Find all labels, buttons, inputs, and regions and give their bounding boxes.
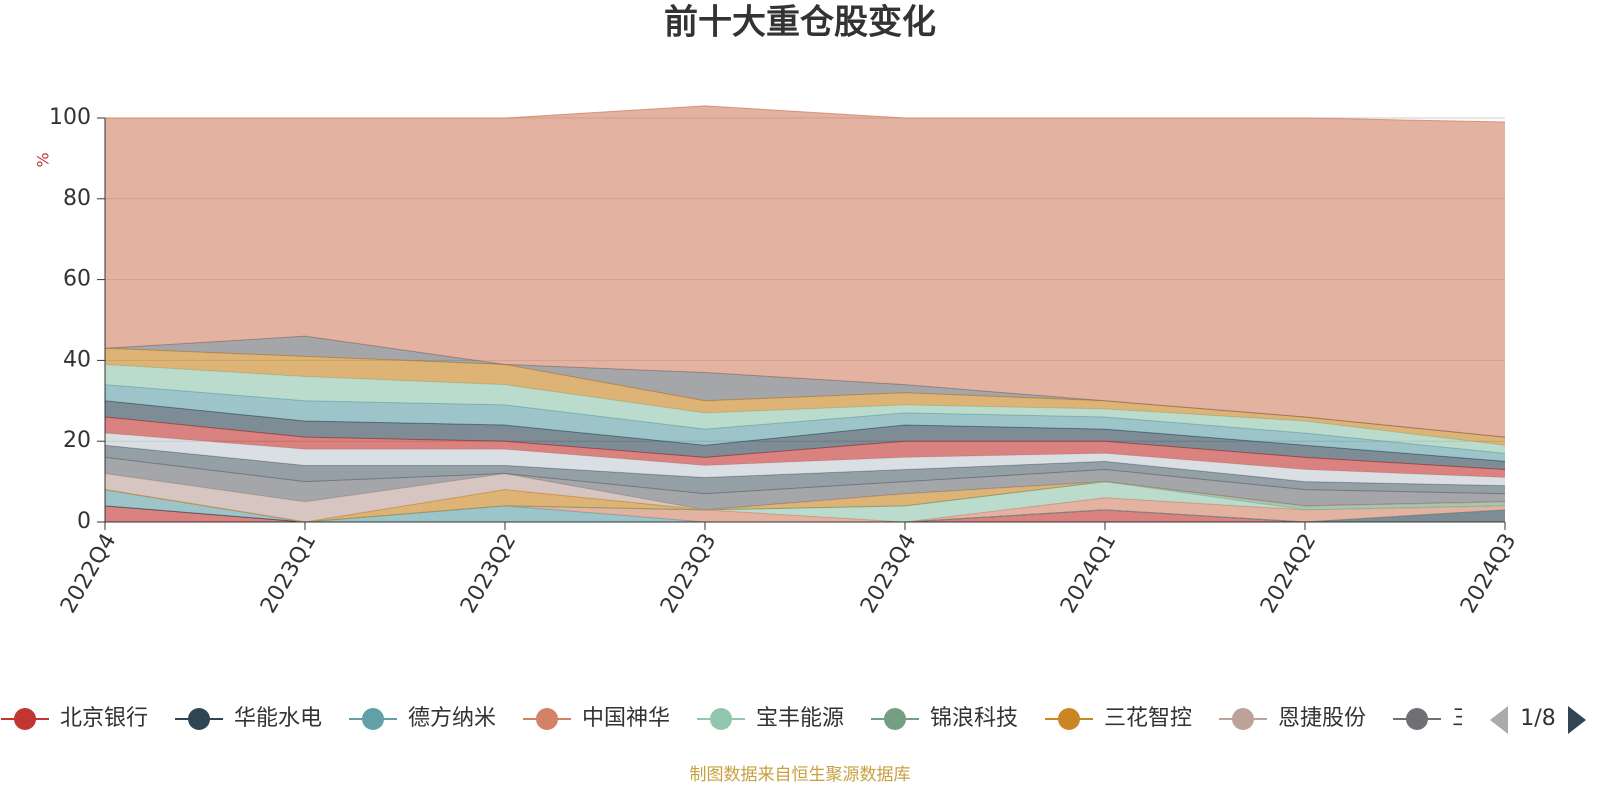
chart-title: 前十大重仓股变化 bbox=[664, 3, 936, 43]
legend-marker bbox=[362, 708, 384, 730]
legend-label: 北京银行 bbox=[60, 706, 148, 731]
x-tick-label: 2023Q1 bbox=[256, 530, 321, 618]
legend-marker bbox=[884, 708, 906, 730]
area bbox=[105, 336, 1505, 438]
area bbox=[105, 489, 1505, 522]
legend-page: 1/8 bbox=[1520, 706, 1555, 731]
area bbox=[105, 481, 1505, 522]
legend-label: 宝丰能源 bbox=[756, 706, 844, 731]
legend-marker bbox=[710, 708, 732, 730]
x-tick-label: 2023Q2 bbox=[456, 530, 521, 618]
x-tick-label: 2024Q3 bbox=[1456, 530, 1521, 618]
x-tick-label: 2024Q1 bbox=[1056, 530, 1121, 618]
x-tick-label: 2022Q4 bbox=[56, 530, 121, 618]
legend-label: 德方纳米 bbox=[408, 706, 496, 731]
area bbox=[105, 457, 1505, 510]
area-line bbox=[105, 105, 1506, 123]
area bbox=[105, 416, 1505, 478]
area bbox=[105, 473, 1505, 522]
y-tick-label: 40 bbox=[63, 347, 91, 372]
source-note: 制图数据来自恒生聚源数据库 bbox=[690, 765, 911, 785]
y-tick-label: 80 bbox=[63, 186, 91, 211]
area bbox=[105, 505, 1505, 522]
legend-label: 恩捷股份 bbox=[1278, 706, 1366, 731]
legend-label: 三花智控 bbox=[1104, 706, 1192, 731]
y-axis-unit: % bbox=[34, 152, 53, 167]
legend-marker bbox=[1232, 708, 1254, 730]
area bbox=[105, 445, 1505, 494]
area bbox=[105, 505, 1505, 522]
area-line bbox=[104, 400, 1506, 462]
legend-label: 锦浪科技 bbox=[930, 706, 1018, 731]
legend-marker bbox=[14, 708, 36, 730]
legend-label: 华能水电 bbox=[234, 706, 322, 731]
x-tick-label: 2023Q3 bbox=[656, 530, 721, 618]
y-tick-label: 0 bbox=[77, 509, 91, 534]
x-tick-label: 2024Q2 bbox=[1256, 530, 1321, 618]
legend-label: 三 bbox=[1452, 706, 1474, 731]
x-tick-label: 2023Q4 bbox=[856, 530, 921, 618]
y-tick-label: 20 bbox=[63, 428, 91, 453]
legend-marker bbox=[536, 708, 558, 730]
legend-marker bbox=[188, 708, 210, 730]
area bbox=[105, 433, 1505, 486]
y-tick-label: 100 bbox=[49, 105, 91, 130]
legend-marker bbox=[1406, 708, 1428, 730]
legend-prev[interactable] bbox=[1490, 706, 1508, 734]
y-tick-label: 60 bbox=[63, 267, 91, 292]
legend-label: 中国神华 bbox=[582, 706, 670, 731]
area bbox=[105, 105, 1505, 438]
area bbox=[105, 489, 1505, 522]
legend-next[interactable] bbox=[1568, 706, 1586, 734]
legend-marker bbox=[1058, 708, 1080, 730]
